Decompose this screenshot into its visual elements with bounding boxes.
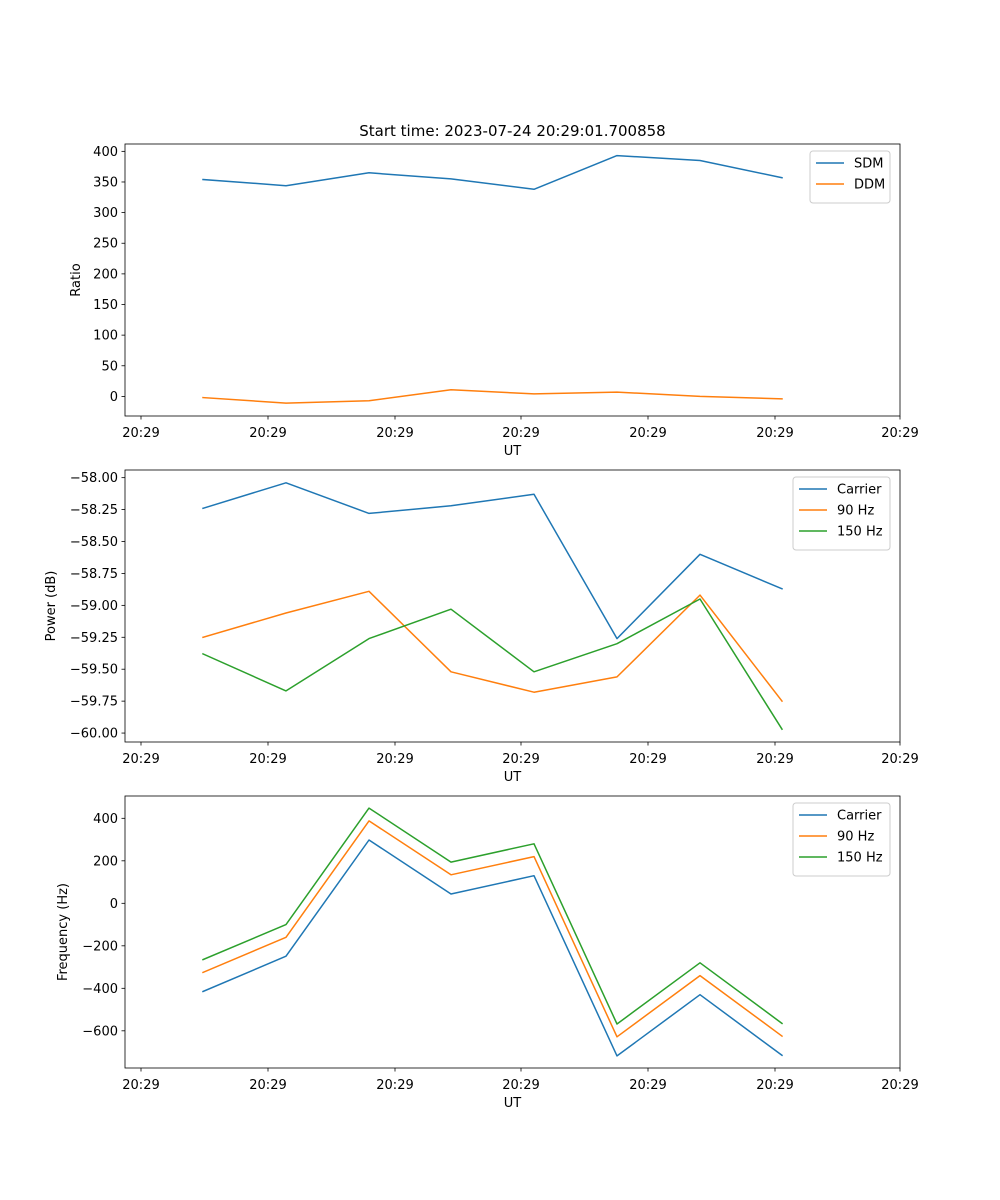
series-line-carrier [202,482,783,640]
x-tick-label: 20:29 [881,426,918,441]
x-tick-label: 20:29 [376,426,413,441]
axes-frame [124,795,901,1069]
series-line-150-hz [202,807,784,1025]
y-tick-label: −59.50 [70,663,118,678]
x-tick-label: 20:29 [249,1078,286,1093]
y-tick-label: −400 [82,982,118,997]
legend-label: DDM [854,178,885,193]
chart-title: Start time: 2023-07-24 20:29:01.700858 [359,122,665,140]
legend-box [809,150,891,204]
y-tick-label: −600 [82,1024,118,1039]
legend: SDM DDM [809,150,891,204]
series-line-90-hz [202,590,784,703]
y-axis-label: Frequency (Hz) [56,883,71,981]
x-tick-label: 20:29 [502,426,539,441]
y-tick-label: −58.75 [70,567,118,582]
legend-label: SDM [854,157,883,172]
x-tick-label: 20:29 [376,1078,413,1093]
series-line-150-hz [202,598,784,731]
legend-label: 90 Hz [837,830,874,845]
y-tick-label: 0 [110,897,118,912]
y-tick-label: −58.25 [70,503,118,518]
subplot-3: −600 −400 −200 0 200 400 20:29 20:29 20:29 20:29 2… [56,795,919,1111]
x-tick-label: 20:29 [756,752,793,767]
y-axis-label: Ratio [69,263,84,296]
series-line-90-hz [202,820,784,1038]
y-tick-label: 50 [101,359,118,374]
x-tick-label: 20:29 [249,752,286,767]
x-tick-label: 20:29 [881,1078,918,1093]
legend-label: Carrier [837,809,882,824]
series-line-carrier [202,839,784,1057]
x-tick-label: 20:29 [502,1078,539,1093]
x-tick-label: 20:29 [629,752,666,767]
legend-label: Carrier [837,483,882,498]
legend: Carrier 90 Hz 150 Hz [792,476,891,551]
y-tick-label: 350 [93,175,118,190]
x-tick-label: 20:29 [629,426,666,441]
legend: Carrier 90 Hz 150 Hz [792,802,891,877]
axes-frame [124,469,901,743]
subplot-2: −60.00 −59.75 −59.50 −59.25 −59.00 −58.75 −58.… [44,469,919,785]
y-tick-label: 100 [93,329,118,344]
x-tick-label: 20:29 [122,752,159,767]
y-tick-label: −58.50 [70,535,118,550]
axes-frame [124,143,901,417]
y-tick-label: −60.00 [70,727,118,742]
y-tick-label: −59.25 [70,631,118,646]
x-axis-label: UT [504,444,522,459]
series-line-ddm [202,388,783,404]
y-tick-label: 200 [93,854,118,869]
x-tick-label: 20:29 [122,1078,159,1093]
legend-label: 150 Hz [837,525,883,540]
series-line-sdm [202,154,783,191]
y-tick-label: −200 [82,939,118,954]
x-tick-label: 20:29 [122,426,159,441]
y-tick-label: 400 [93,812,118,827]
subplot-1: 0 50 100 150 200 250 300 350 400 20:29 20:29 20:29 2… [69,143,919,459]
x-tick-label: 20:29 [629,1078,666,1093]
y-tick-label: −59.00 [70,599,118,614]
legend-label: 150 Hz [837,851,883,866]
x-tick-label: 20:29 [376,752,413,767]
y-tick-label: −58.00 [70,471,118,486]
y-tick-label: 0 [110,390,118,405]
legend-label: 90 Hz [837,504,874,519]
x-tick-label: 20:29 [756,1078,793,1093]
y-tick-label: 150 [93,298,118,313]
x-tick-label: 20:29 [756,426,793,441]
x-axis-label: UT [504,770,522,785]
y-tick-label: 250 [93,237,118,252]
x-tick-label: 20:29 [881,752,918,767]
x-tick-label: 20:29 [502,752,539,767]
x-tick-label: 20:29 [249,426,286,441]
x-axis-label: UT [504,1096,522,1111]
y-tick-label: 200 [93,267,118,282]
y-tick-label: −59.75 [70,695,118,710]
y-tick-label: 300 [93,206,118,221]
y-tick-label: 400 [93,145,118,160]
y-axis-label: Power (dB) [44,571,59,642]
